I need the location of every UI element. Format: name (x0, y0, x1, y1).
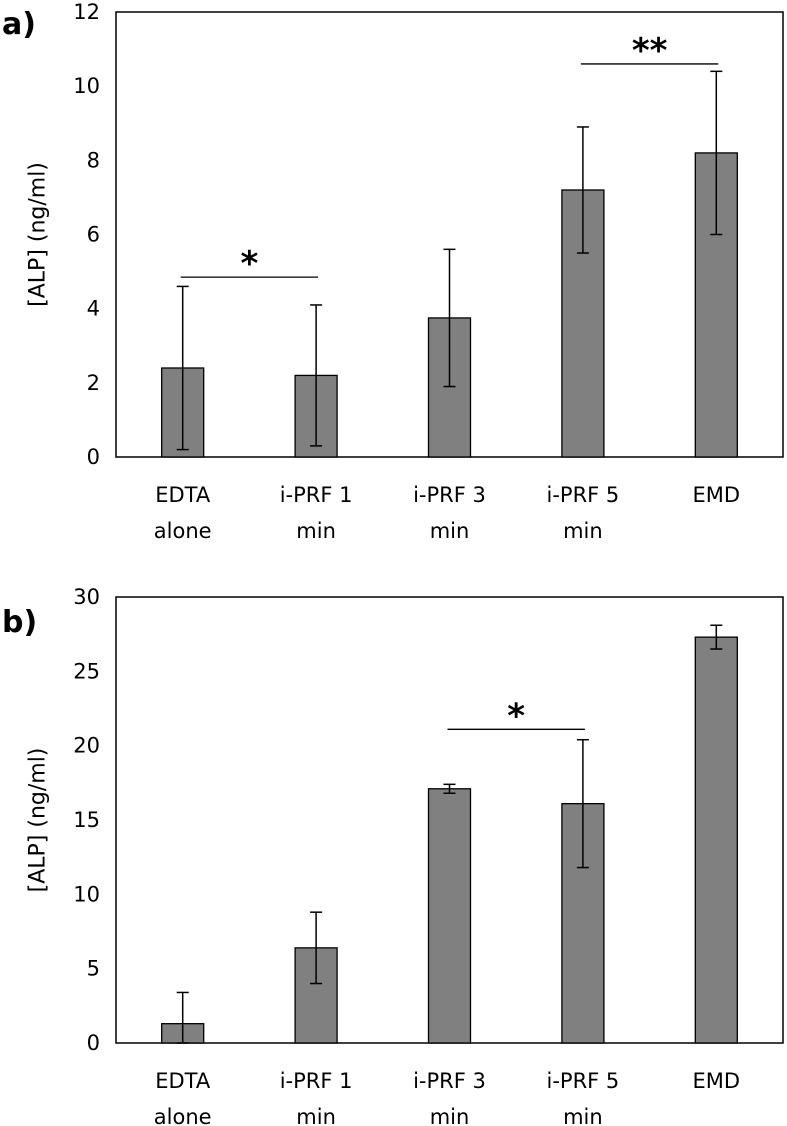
significance-marker: * (241, 244, 259, 284)
y-tick-label: 0 (87, 445, 100, 469)
significance-marker: * (507, 696, 525, 736)
y-tick-label: 2 (87, 371, 100, 395)
x-category-label-line2: min (430, 519, 470, 543)
x-category-label: EMD (693, 483, 741, 507)
x-category-label: i-PRF 1 (280, 1069, 353, 1093)
significance-marker: ** (632, 31, 668, 71)
panel-label: b) (2, 605, 37, 640)
x-category-label-line2: min (430, 1105, 470, 1126)
y-tick-label: 15 (73, 808, 100, 832)
y-tick-label: 25 (73, 659, 100, 683)
x-category-label: i-PRF 5 (547, 1069, 620, 1093)
y-axis-title: [ALP] (ng/ml) (26, 162, 51, 307)
y-tick-label: 5 (87, 957, 100, 981)
chart-panel-a: a) [ALP] (ng/ml) 0 2 4 6 8 10 12 EDTA alone i-PRF 1… (2, 0, 784, 543)
x-category-label-line2: min (296, 519, 336, 543)
x-category-label: i-PRF 5 (547, 483, 620, 507)
y-tick-label: 10 (73, 882, 100, 906)
x-category-label-line2: min (296, 1105, 336, 1126)
bar-4 (694, 636, 738, 1044)
y-tick-label: 30 (73, 585, 100, 609)
x-category-label: EDTA (155, 483, 211, 507)
y-tick-label: 6 (87, 223, 100, 247)
y-axis-title: [ALP] (ng/ml) (26, 748, 51, 893)
y-tick-label: 8 (87, 148, 100, 172)
y-tick-label: 20 (73, 734, 100, 758)
x-category-label-line2: alone (154, 1105, 212, 1126)
bar-2 (427, 317, 472, 458)
x-category-label-line2: alone (154, 519, 212, 543)
y-tick-label: 0 (87, 1031, 100, 1055)
y-tick-label: 10 (73, 74, 100, 98)
x-category-label: i-PRF 3 (413, 483, 486, 507)
x-category-label: i-PRF 1 (280, 483, 353, 507)
panel-label: a) (2, 7, 36, 42)
x-category-label: i-PRF 3 (413, 1069, 486, 1093)
bar-2 (427, 788, 472, 1044)
x-category-label-line2: min (563, 1105, 603, 1126)
y-tick-label: 12 (73, 0, 100, 24)
y-tick-label: 4 (87, 297, 100, 321)
chart-panel-b: b) [ALP] (ng/ml) 0 5 10 15 20 25 30 EDTA alone i-PR… (2, 585, 784, 1126)
x-category-label: EDTA (155, 1069, 211, 1093)
x-category-label-line2: min (563, 519, 603, 543)
x-category-label: EMD (693, 1069, 741, 1093)
